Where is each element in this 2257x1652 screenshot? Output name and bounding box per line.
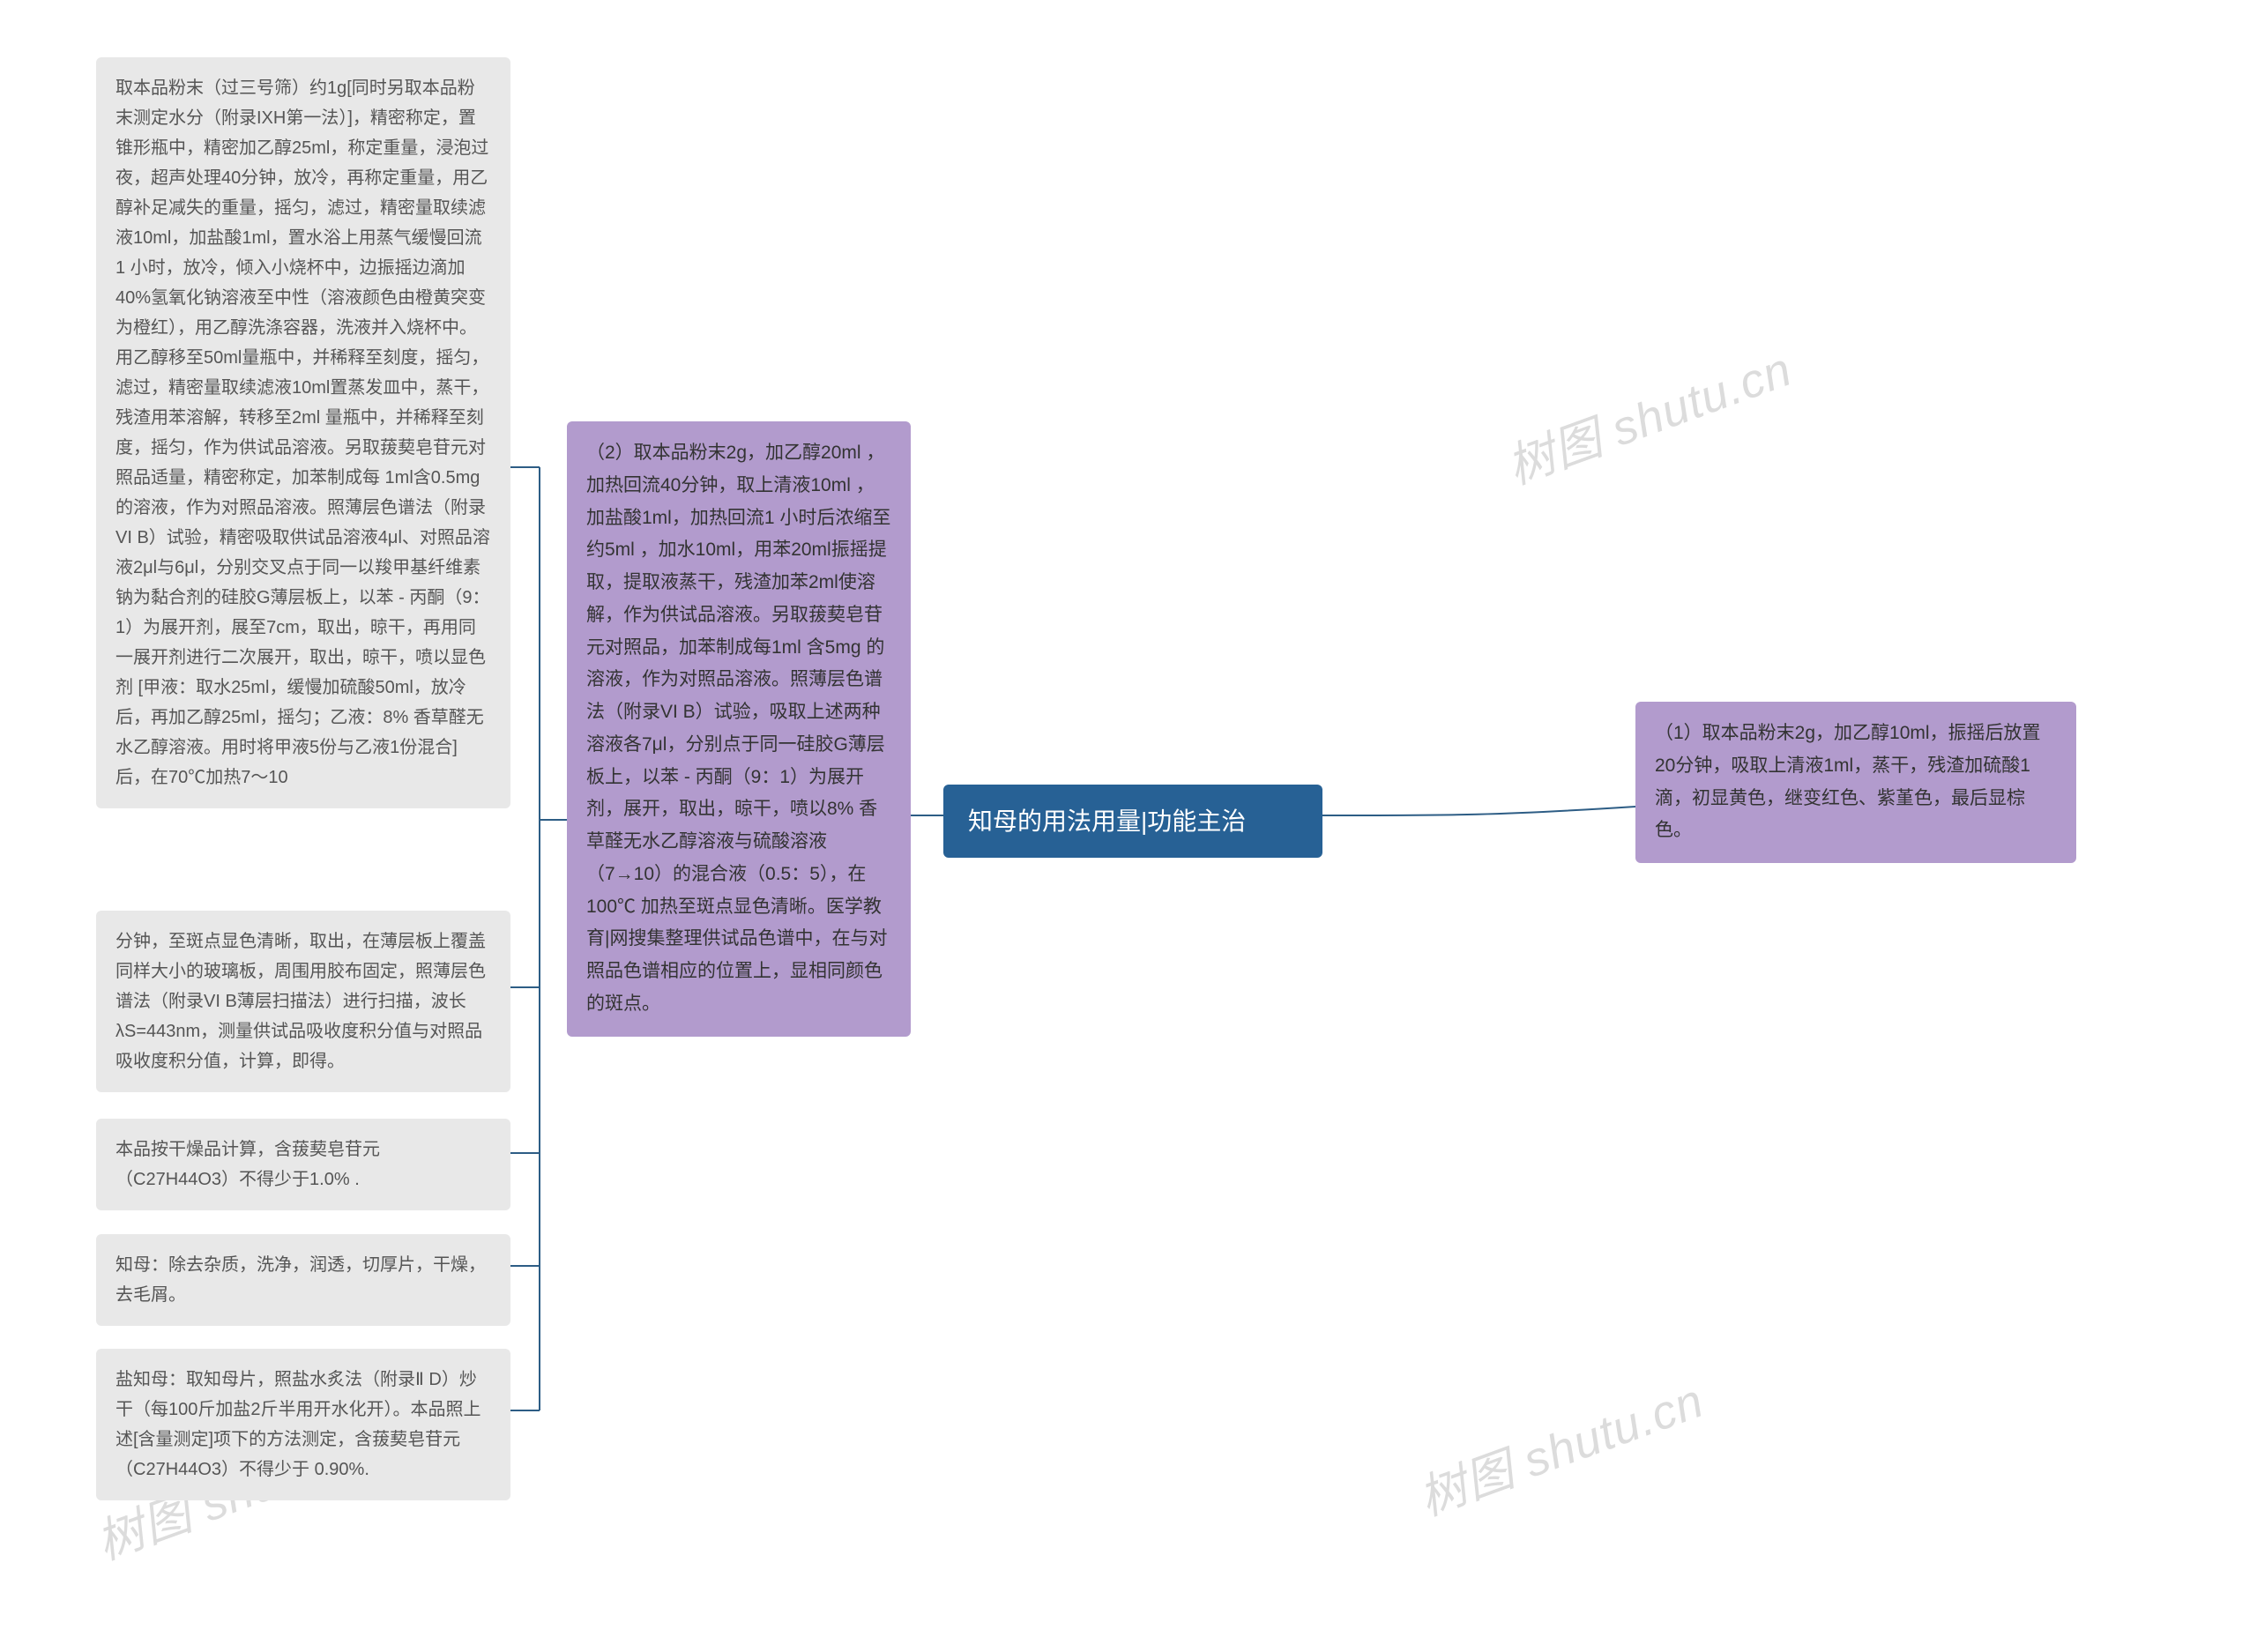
watermark: 树图 shutu.cn <box>1408 1362 1712 1529</box>
left-branch-node[interactable]: （2）取本品粉末2g，加乙醇20ml ，加热回流40分钟，取上清液10ml ，加… <box>567 421 911 1037</box>
watermark: 树图 shutu.cn <box>1496 331 1800 498</box>
leaf-node[interactable]: 本品按干燥品计算，含菝葜皂苷元（C27H44O3）不得少于1.0% . <box>96 1119 510 1210</box>
leaf-node[interactable]: 分钟，至斑点显色清晰，取出，在薄层板上覆盖同样大小的玻璃板，周围用胶布固定，照薄… <box>96 911 510 1092</box>
leaf-node[interactable]: 盐知母：取知母片，照盐水炙法（附录Ⅱ D）炒干（每100斤加盐2斤半用开水化开）… <box>96 1349 510 1500</box>
mindmap-canvas: 树图 shutu.cn 树图 shutu.cn 树图 shutu.cn 知母的用… <box>0 0 2257 1652</box>
leaf-node[interactable]: 知母：除去杂质，洗净，润透，切厚片，干燥，去毛屑。 <box>96 1234 510 1326</box>
leaf-node[interactable]: 取本品粉末（过三号筛）约1g[同时另取本品粉末测定水分（附录IXH第一法）]，精… <box>96 57 510 808</box>
right-branch-node[interactable]: （1）取本品粉末2g，加乙醇10ml，振摇后放置20分钟，吸取上清液1ml，蒸干… <box>1635 702 2076 863</box>
center-node[interactable]: 知母的用法用量|功能主治 <box>943 785 1322 858</box>
